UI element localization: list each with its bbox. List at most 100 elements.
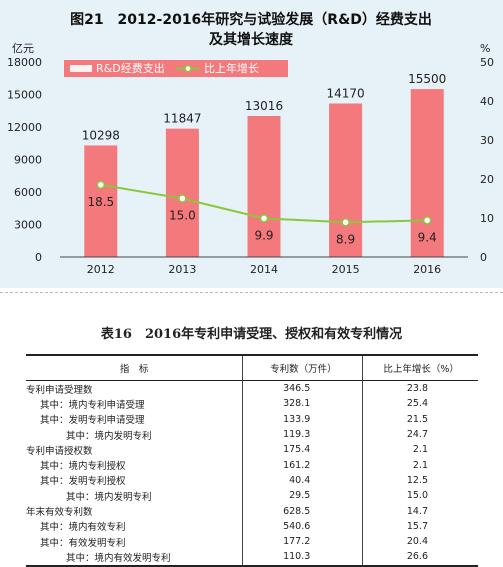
row-count: 628.5 [242,503,363,519]
bar [165,128,199,257]
row-label: 其中：境内有效发明专利 [26,549,243,567]
table-row: 其中：境内专利授权 161.2 2.1 [26,457,478,473]
y-left-tick-label: 12000 [7,121,42,134]
growth-point [422,216,432,225]
y-left-tick-label: 18000 [7,56,42,69]
table-row: 其中：境内发明专利 29.5 15.0 [26,488,478,504]
growth-value-label: 9.4 [418,230,437,244]
table-row: 其中：发明专利授权 40.4 12.5 [26,472,478,489]
row-count: 161.2 [242,457,363,473]
table-row: 其中：有效发明专利 177.2 20.4 [26,533,478,550]
x-tick-label: 2012 [87,263,115,276]
bar-value-label: 13016 [245,99,283,113]
y-left-unit: 亿元 [12,42,34,55]
y-right-tick-label: 20 [480,173,494,186]
growth-value-label: 8.9 [336,232,355,246]
legend-bar-swatch [70,65,92,72]
bar [247,115,281,257]
table-row: 其中：境内专利申请受理 328.1 25.4 [26,396,478,412]
bar-value-label: 10298 [82,128,120,142]
bar [84,145,118,257]
row-count: 40.4 [242,472,363,489]
row-growth: 21.5 [362,411,478,427]
growth-point [259,214,269,223]
row-count: 346.5 [242,380,363,397]
row-label: 其中：境内有效专利 [40,522,126,534]
bar-value-label: 11847 [163,112,201,126]
growth-point [96,180,106,190]
header-count: 专利数（万件） [242,354,363,381]
bar [329,103,363,257]
row-growth: 15.7 [362,518,478,534]
row-growth: 14.7 [362,503,478,519]
y-right-unit: % [480,42,490,55]
x-tick-label: 2014 [250,263,278,276]
y-right-tick-label: 50 [480,56,494,69]
row-label: 其中：有效发明专利 [40,537,126,549]
row-count: 119.3 [242,426,363,443]
row-count: 29.5 [242,488,363,504]
chart-title-line2: 及其增长速度 [209,31,294,48]
y-left-tick-label: 9000 [14,154,42,167]
row-label: 其中：境内发明专利 [66,491,152,503]
patent-table: 指 标 专利数（万件） 比上年增长（%） 专利申请受理数 346.5 23.8 其中：… [26,354,478,567]
row-count: 133.9 [242,411,363,427]
row-label: 其中：境内专利授权 [40,461,126,473]
x-tick-label: 2016 [413,263,441,276]
rd-chart: 图21 2012-2016年研究与试验发展（R&D）经费支出 及其增长速度 亿元… [7,11,494,276]
table-row: 其中：境内有效专利 540.6 15.7 [26,518,478,534]
bar [410,89,444,257]
legend-line-marker [184,64,192,73]
row-label: 其中：境内专利申请受理 [40,399,145,411]
row-label: 年末有效专利数 [26,507,93,519]
bar-value-label: 15500 [408,72,446,86]
growth-point [178,194,187,203]
row-growth: 20.4 [362,533,478,550]
row-label: 其中：境内发明专利 [66,430,152,442]
growth-value-label: 9.9 [254,228,273,242]
table-row: 专利申请授权数 175.4 2.1 [26,442,478,458]
row-growth: 24.7 [362,426,478,443]
legend-label-line: 比上年增长 [204,61,259,75]
header-growth: 比上年增长（%） [362,354,478,381]
chart-legend: R&D经费支出 比上年增长 [64,60,288,77]
row-growth: 26.6 [362,549,478,567]
y-left-tick-label: 3000 [14,219,42,232]
y-right-tick-label: 40 [480,95,494,108]
x-tick-label: 2013 [168,263,196,276]
growth-value-label: 18.5 [87,195,114,209]
row-growth: 2.1 [362,457,478,473]
row-growth: 12.5 [362,472,478,489]
y-right-tick-label: 30 [480,134,494,147]
row-label: 专利申请受理数 [26,384,93,396]
growth-value-label: 15.0 [169,209,196,223]
row-growth: 2.1 [362,442,478,458]
table-header-row: 指 标 专利数（万件） 比上年增长（%） [26,354,478,381]
table-row: 年末有效专利数 628.5 14.7 [26,503,478,519]
row-count: 175.4 [242,442,363,458]
row-count: 540.6 [242,518,363,534]
chart-area: 图21 2012-2016年研究与试验发展（R&D）经费支出 及其增长速度 亿元… [0,0,503,288]
row-count: 328.1 [242,396,363,412]
row-label: 其中：发明专利申请受理 [40,415,145,427]
table-row: 其中：境内发明专利 119.3 24.7 [26,426,478,443]
row-label: 其中：发明专利授权 [40,476,126,488]
table-row: 专利申请受理数 346.5 23.8 [26,380,478,397]
header-indicator: 指 标 [26,354,243,381]
y-right-tick-label: 10 [480,212,494,225]
legend-label-bar: R&D经费支出 [96,61,165,75]
row-label: 专利申请授权数 [26,445,93,457]
chart-title-line1: 图21 2012-2016年研究与试验发展（R&D）经费支出 [70,11,432,28]
table-title: 表16 2016年专利申请受理、授权和有效专利情况 [100,327,403,342]
row-count: 110.3 [242,549,363,567]
row-growth: 25.4 [362,396,478,412]
x-tick-label: 2015 [332,263,360,276]
row-growth: 23.8 [362,380,478,397]
y-left-tick-label: 15000 [7,89,42,102]
table-row: 其中：发明专利申请受理 133.9 21.5 [26,411,478,427]
table-row: 其中：境内有效发明专利 110.3 26.6 [26,549,478,567]
section-divider [0,292,503,293]
growth-point [341,218,350,227]
y-right-tick-label: 0 [480,251,487,264]
row-growth: 15.0 [362,488,478,504]
